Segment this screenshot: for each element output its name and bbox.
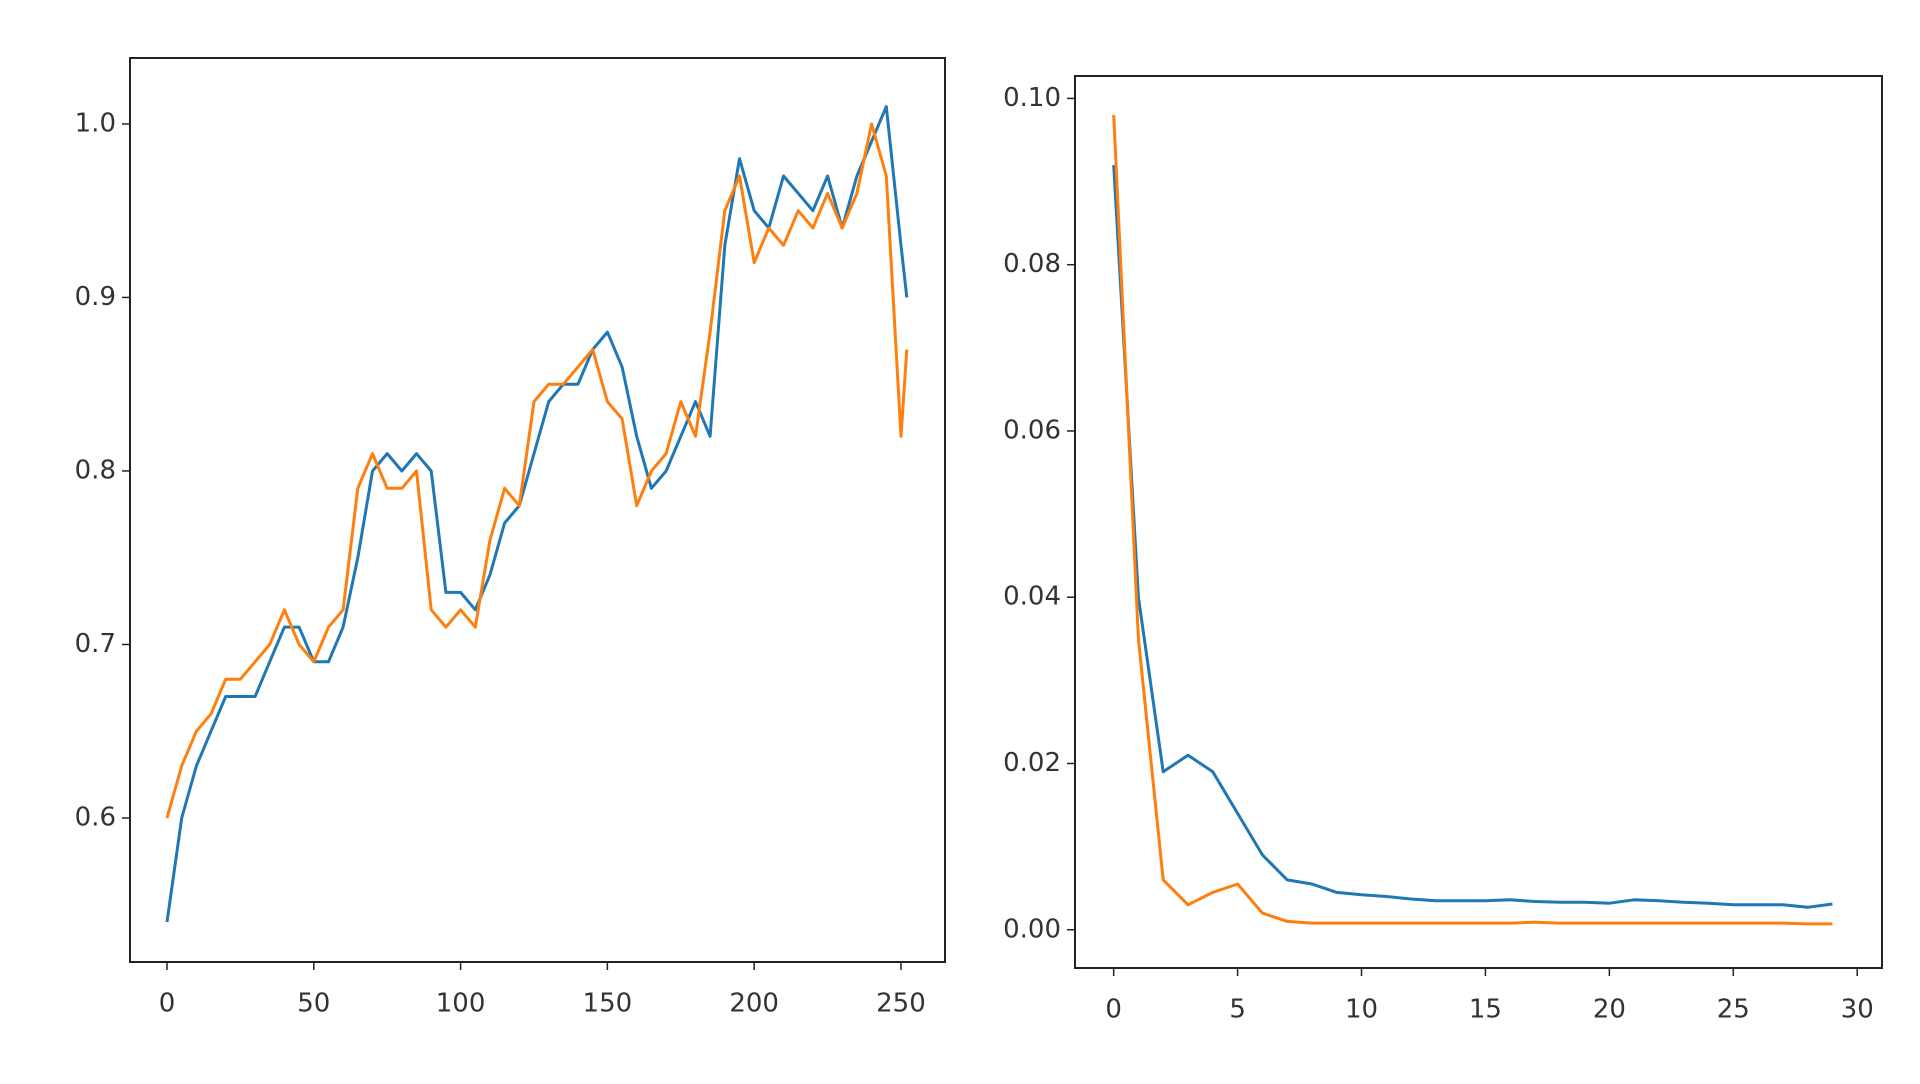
x-tick-label: 250 bbox=[876, 989, 926, 1019]
y-tick-label: 0.04 bbox=[1003, 582, 1061, 612]
y-tick-label: 0.7 bbox=[75, 629, 116, 659]
x-tick-label: 10 bbox=[1345, 995, 1378, 1025]
series-line bbox=[1112, 115, 1833, 926]
plot-area bbox=[1074, 75, 1883, 969]
y-tick-label: 1.0 bbox=[75, 108, 116, 138]
plot-area bbox=[129, 57, 946, 963]
y-tick-label: 0.06 bbox=[1003, 415, 1061, 445]
series-line bbox=[1112, 164, 1833, 909]
y-tick-label: 0.00 bbox=[1003, 914, 1061, 944]
x-tick-label: 25 bbox=[1717, 995, 1750, 1025]
y-tick-label: 0.02 bbox=[1003, 748, 1061, 778]
y-tick-label: 0.8 bbox=[75, 455, 116, 485]
y-tick-label: 0.10 bbox=[1003, 83, 1061, 113]
x-tick-label: 30 bbox=[1841, 995, 1874, 1025]
series-line bbox=[165, 105, 909, 923]
x-tick-label: 150 bbox=[583, 989, 633, 1019]
series-line bbox=[165, 122, 909, 819]
x-tick-label: 50 bbox=[297, 989, 330, 1019]
x-tick-label: 5 bbox=[1229, 995, 1246, 1025]
x-tick-label: 20 bbox=[1593, 995, 1626, 1025]
x-tick-label: 100 bbox=[436, 989, 486, 1019]
y-tick-label: 0.6 bbox=[75, 802, 116, 832]
x-tick-label: 0 bbox=[1105, 995, 1122, 1025]
x-tick-label: 200 bbox=[729, 989, 779, 1019]
y-tick-label: 0.9 bbox=[75, 282, 116, 312]
x-tick-label: 15 bbox=[1469, 995, 1502, 1025]
y-tick-label: 0.08 bbox=[1003, 249, 1061, 279]
x-tick-label: 0 bbox=[159, 989, 176, 1019]
